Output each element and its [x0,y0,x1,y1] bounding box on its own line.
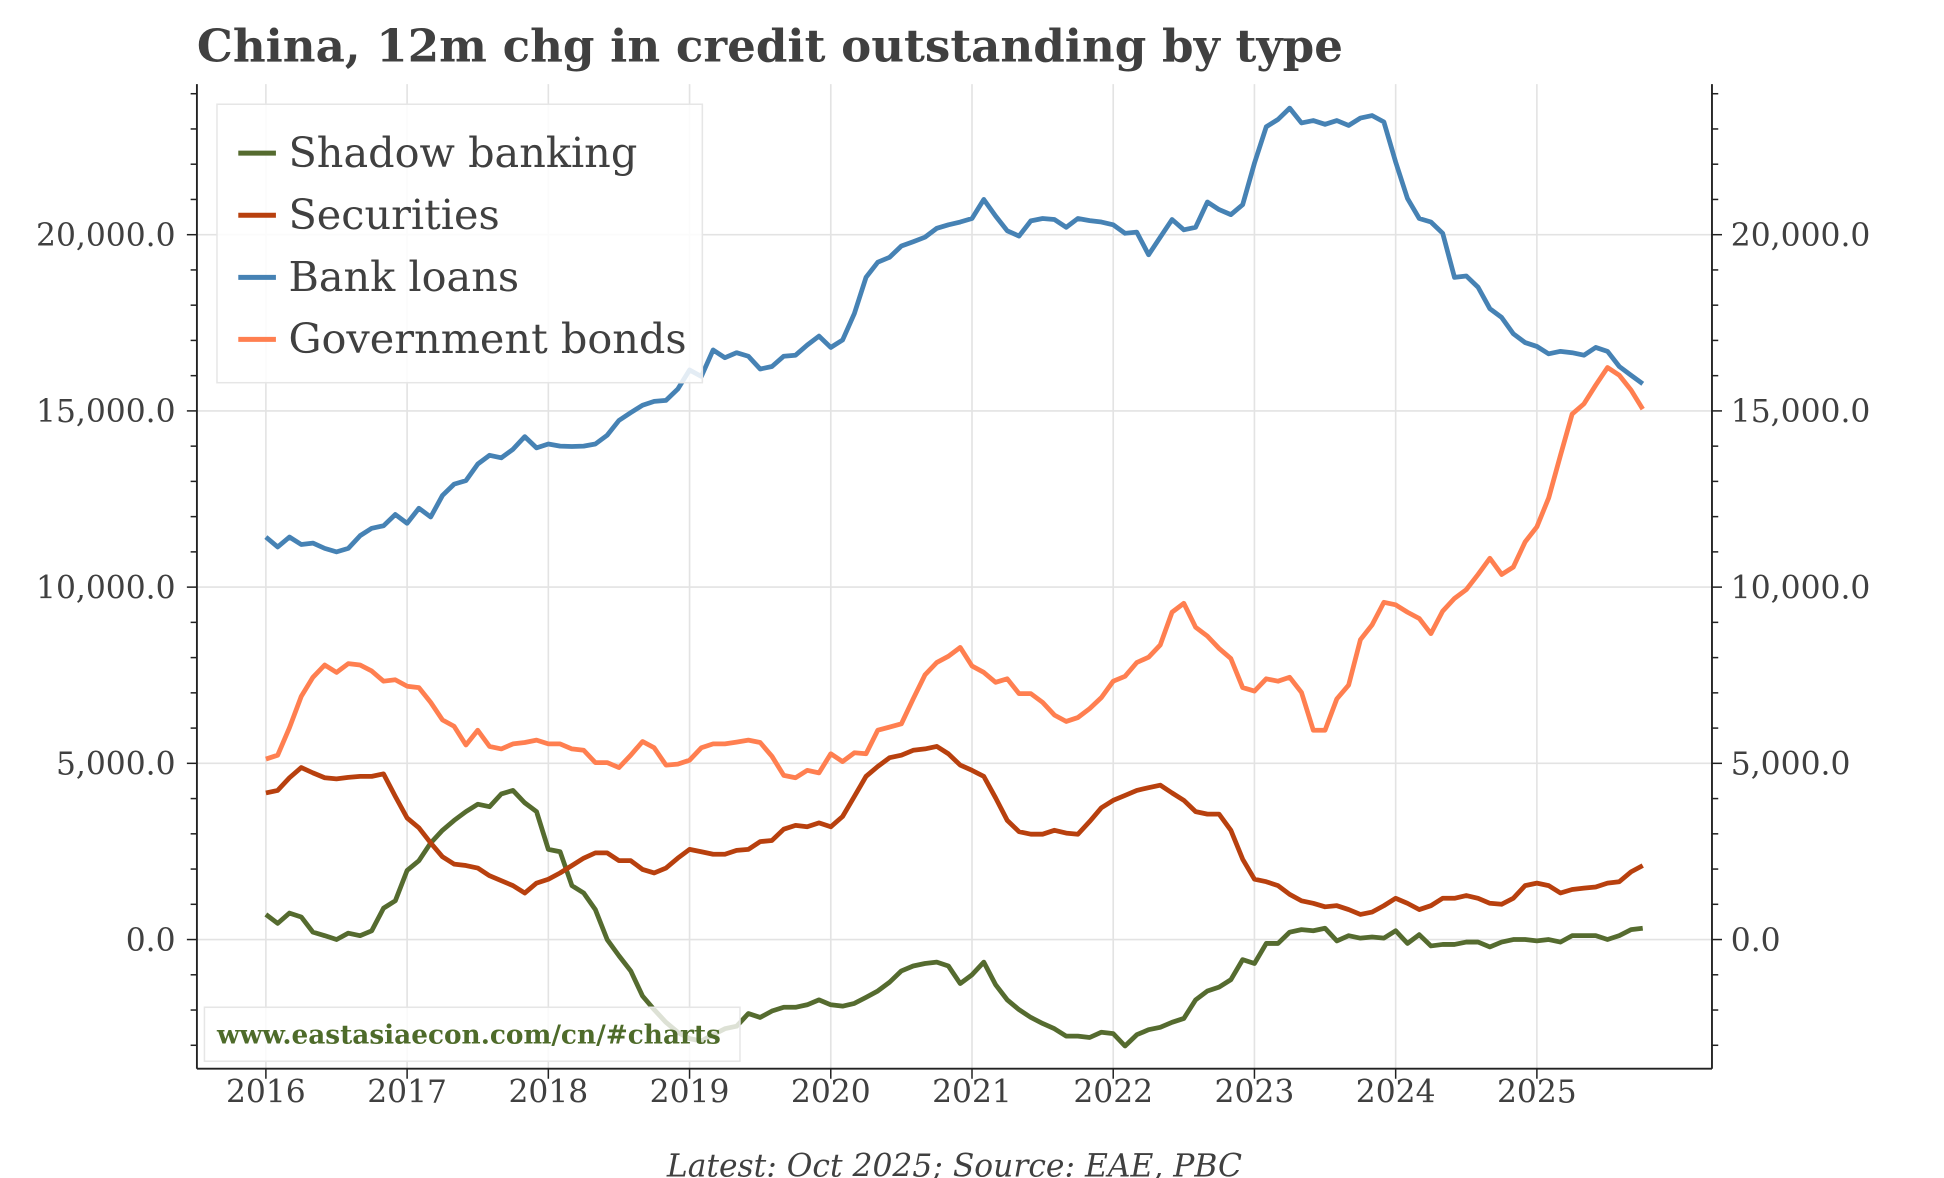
x-tick-label: 2025 [1497,1075,1577,1111]
y-tick-label-left: 0.0 [126,923,176,959]
y-tick-label-right: 10,000.0 [1731,570,1871,606]
legend-box [216,103,704,384]
x-tick-label: 2019 [650,1075,730,1111]
x-tick-label: 2020 [791,1075,871,1111]
watermark: www.eastasiaecon.com/cn/#charts [203,1006,741,1062]
y-tick-label-right: 15,000.0 [1731,394,1871,430]
x-tick-label: 2016 [226,1075,306,1111]
y-tick-label-left: 15,000.0 [36,394,176,430]
axes: 0.0 0.0 5,000.0 5,000.0 10,000.0 10,000.0 15,0… [36,84,1871,1111]
x-tick-label: 2017 [367,1075,447,1111]
y-tick-label-right: 20,000.0 [1731,218,1871,254]
x-tick-label: 2022 [1073,1075,1153,1111]
y-tick-label-right: 5,000.0 [1731,747,1851,783]
legend-label: Shadow banking [288,129,637,177]
y-tick-label-right: 0.0 [1731,923,1781,959]
y-tick-label-left: 5,000.0 [56,747,176,783]
x-tick-label: 2024 [1356,1075,1436,1111]
x-tick-label: 2023 [1215,1075,1295,1111]
legend-label: Government bonds [288,315,686,363]
grid [196,84,1712,1069]
watermark-box [203,1006,741,1062]
y-tick-label-left: 10,000.0 [36,570,176,606]
series-line-shadow-banking [264,788,1644,1049]
y-tick-label-left: 20,000.0 [36,218,176,254]
series-line-government-bonds [265,365,1645,781]
legend-label: Securities [288,191,499,239]
source-footer: Latest: Oct 2025; Source: EAE, PBC [666,1149,1242,1178]
series-line-securities [265,744,1644,917]
legend-label: Bank loans [288,253,519,301]
series-lines [264,105,1645,1049]
x-tick-label: 2018 [508,1075,588,1111]
chart-title: China, 12m chg in credit outstanding by … [197,20,1343,73]
x-tick-label: 2021 [932,1075,1012,1111]
legend: Shadow banking Securities Bank loans Govern… [216,103,704,384]
watermark-text: www.eastasiaecon.com/cn/#charts [216,1020,721,1051]
series-line-bank-loans [264,105,1645,555]
